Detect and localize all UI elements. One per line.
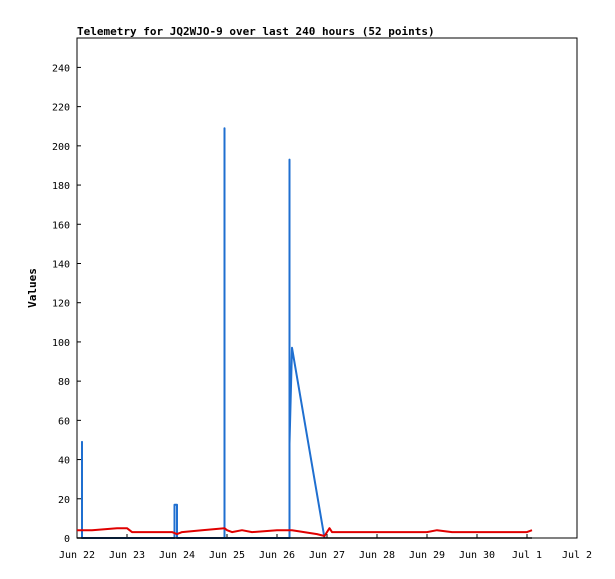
y-tick-label: 80: [58, 377, 70, 388]
y-tick-label: 120: [52, 299, 70, 310]
x-tick-label: Jul 1: [512, 550, 542, 561]
plot-area: [76, 37, 578, 539]
x-tick-label: Jun 25: [209, 550, 245, 561]
y-tick-label: 40: [58, 456, 70, 467]
y-tick-label: 200: [52, 142, 70, 153]
x-tick-label: Jun 24: [159, 550, 195, 561]
y-axis-label: Values: [26, 268, 39, 308]
y-tick-label: 140: [52, 259, 70, 270]
y-tick-label: 220: [52, 103, 70, 114]
y-tick-label: 60: [58, 416, 70, 427]
series-line-2: [77, 527, 533, 537]
x-tick-label: Jun 26: [259, 550, 295, 561]
x-tick-label: Jun 27: [309, 550, 345, 561]
y-tick-label: 100: [52, 338, 70, 349]
y-tick-label: 180: [52, 181, 70, 192]
y-axis: 0 20 40 60 80 100 120 140 160 180 200 220 240: [52, 63, 81, 545]
x-tick-label: Jun 23: [109, 550, 145, 561]
y-tick-label: 240: [52, 63, 70, 74]
y-tick-label: 20: [58, 495, 70, 506]
chart-title: Telemetry for JQ2WJO-9 over last 240 hou…: [77, 25, 435, 38]
y-tick-label: 160: [52, 220, 70, 231]
x-tick-label: Jul 2: [562, 550, 592, 561]
x-tick-label: Jun 29: [409, 550, 445, 561]
x-tick-label: Jun 30: [459, 550, 495, 561]
x-tick-label: Jun 28: [359, 550, 395, 561]
x-tick-label: Jun 22: [59, 550, 95, 561]
series-layer: [77, 127, 533, 539]
y-tick-label: 0: [64, 534, 70, 545]
